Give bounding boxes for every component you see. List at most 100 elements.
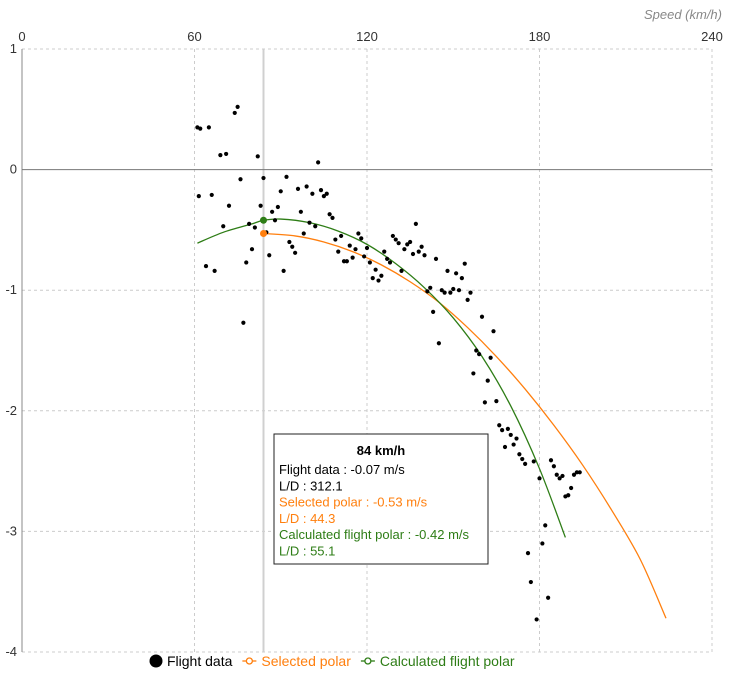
- y-tick-label: 0: [10, 162, 17, 177]
- flight-data-point: [543, 523, 548, 528]
- selected-polar-line: [263, 232, 667, 619]
- flight-data-point: [356, 231, 361, 236]
- flight-data-point: [261, 175, 266, 181]
- legend-label-flight[interactable]: Flight data: [167, 653, 233, 669]
- flight-data-point: [465, 297, 470, 302]
- flight-data-point: [456, 288, 462, 293]
- polar-curves: [197, 218, 667, 619]
- tooltip-line: L/D : 312.1: [279, 478, 343, 493]
- legend[interactable]: Flight data Selected polar Calculated flig…: [149, 653, 515, 669]
- flight-data-point: [235, 104, 240, 109]
- flight-data-point: [218, 153, 223, 158]
- flight-data-point: [301, 231, 306, 236]
- flight-data-point: [508, 432, 513, 438]
- flight-data-point: [479, 314, 485, 319]
- flight-data-point: [439, 288, 444, 293]
- flight-data-point: [574, 470, 579, 475]
- flight-data-point: [399, 268, 404, 274]
- flight-data-point: [534, 617, 539, 622]
- flight-data-point: [290, 244, 295, 249]
- flight-data-point: [344, 259, 349, 264]
- flight-data-point: [367, 260, 372, 265]
- flight-data-point: [431, 309, 436, 315]
- flight-data-point: [425, 289, 430, 294]
- flight-data-point: [385, 256, 390, 261]
- legend-marker-flight: [149, 654, 163, 668]
- flight-data-point: [287, 239, 292, 245]
- flight-data-point: [370, 276, 375, 281]
- flight-data-point: [382, 249, 387, 254]
- flight-data-point: [477, 352, 482, 357]
- flight-data-point: [330, 215, 335, 220]
- x-axis-title: Speed (km/h): [644, 7, 722, 22]
- flight-data-point: [494, 399, 499, 404]
- flight-data-point: [206, 125, 211, 130]
- flight-data-point: [448, 290, 453, 295]
- flight-data-point: [528, 579, 533, 585]
- flight-data-point: [408, 239, 413, 245]
- flight-data-point: [373, 267, 378, 272]
- flight-data-point: [505, 426, 510, 431]
- y-tick-label: -1: [5, 282, 17, 297]
- flight-data-point: [462, 261, 467, 266]
- flight-data-point: [196, 194, 201, 199]
- flight-data-point: [252, 225, 257, 230]
- flight-data-point: [405, 242, 410, 247]
- flight-data-point: [336, 249, 341, 254]
- flight-data-point: [353, 247, 358, 252]
- flight-data-point: [488, 355, 493, 360]
- flight-data-point: [364, 245, 370, 251]
- flight-data-point: [203, 263, 209, 269]
- flight-data-point: [298, 209, 303, 214]
- flight-data-point: [293, 250, 298, 255]
- flight-data-point: [577, 470, 582, 475]
- flight-data-point: [278, 189, 283, 194]
- flight-data-point: [387, 260, 393, 265]
- flight-data-point: [419, 244, 424, 249]
- y-tick-label: -2: [5, 403, 17, 418]
- flight-data-point: [468, 290, 473, 295]
- x-tick-label: 0: [18, 29, 25, 44]
- legend-label-calculated[interactable]: Calculated flight polar: [380, 653, 515, 669]
- grid-lines: [22, 48, 713, 653]
- flight-data-point: [324, 191, 329, 196]
- flight-data-point: [221, 224, 226, 229]
- flight-data-point: [442, 290, 447, 295]
- x-tick-label: 240: [701, 29, 723, 44]
- flight-data-point: [571, 472, 577, 477]
- flight-data-point: [270, 209, 275, 214]
- flight-data-point: [569, 485, 574, 491]
- flight-data-point: [551, 464, 556, 469]
- flight-data-point: [379, 273, 384, 278]
- flight-data-point: [471, 371, 476, 376]
- flight-data-point: [436, 341, 441, 346]
- calculated-polar-marker: [260, 216, 267, 224]
- y-tick-label: -4: [5, 644, 17, 659]
- flight-data-point: [413, 221, 418, 226]
- flight-data-point: [224, 151, 229, 157]
- flight-data-point: [341, 259, 347, 264]
- flight-data-point: [497, 423, 502, 428]
- flight-data-point: [546, 595, 551, 600]
- flight-data-point: [272, 218, 278, 223]
- flight-data-point: [347, 243, 352, 248]
- flight-data-point: [540, 541, 545, 546]
- tooltip-line: Calculated flight polar : -0.42 m/s: [279, 527, 470, 542]
- flight-data-point: [560, 473, 565, 479]
- flight-data-point: [284, 174, 289, 179]
- flight-data-point: [318, 188, 324, 193]
- tooltip-line: Flight data : -0.07 m/s: [279, 462, 405, 477]
- flight-data-point: [313, 224, 318, 229]
- x-tick-label: 120: [356, 29, 378, 44]
- legend-marker-calculated: [364, 657, 372, 665]
- flight-data-point: [295, 186, 301, 191]
- flight-data-point: [491, 329, 496, 334]
- legend-marker-selected: [245, 657, 254, 665]
- flight-data-point: [474, 348, 479, 353]
- flight-data-point: [459, 276, 464, 281]
- flight-data-point: [327, 212, 332, 217]
- legend-label-selected[interactable]: Selected polar: [261, 653, 351, 669]
- cursor-markers: [260, 216, 267, 238]
